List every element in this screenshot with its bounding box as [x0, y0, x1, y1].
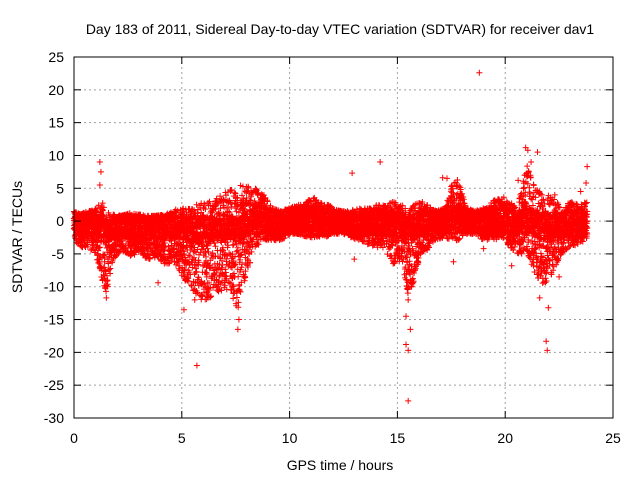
data-point	[100, 271, 107, 278]
data-point	[97, 244, 104, 251]
data-point	[93, 205, 100, 212]
data-point	[103, 272, 110, 279]
data-points	[70, 69, 591, 404]
data-point	[99, 200, 106, 207]
data-point	[99, 207, 106, 214]
data-point	[93, 238, 100, 245]
data-point	[93, 208, 100, 215]
data-point	[104, 277, 111, 284]
data-point	[106, 266, 113, 273]
data-point	[102, 268, 109, 275]
data-point	[104, 283, 111, 290]
data-point	[84, 243, 91, 250]
data-point	[100, 211, 107, 218]
data-point	[107, 265, 114, 272]
data-point	[103, 278, 110, 285]
data-point	[103, 282, 110, 289]
data-point	[101, 251, 108, 258]
data-point	[89, 242, 96, 249]
data-point	[95, 259, 102, 266]
data-point	[100, 204, 107, 211]
data-point	[109, 258, 116, 265]
data-point	[105, 260, 112, 267]
data-point	[103, 288, 110, 295]
